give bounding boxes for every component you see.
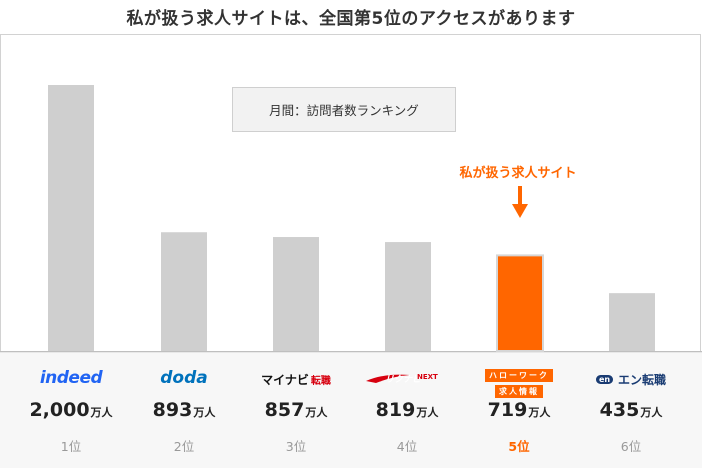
rikunabi-logo: リクナビ NEXT [351,371,463,387]
bar [161,232,207,351]
indeed-logo-text: indeed [39,368,103,388]
legend-box: 月間：訪問者数ランキング [232,87,456,132]
hellowork-logo: ハローワーク 求人情報 [463,366,575,398]
hellowork-logo-top: ハローワーク [485,369,553,382]
bar [609,293,655,351]
callout-label: 私が扱う求人サイト [459,166,577,181]
value-number: 2,000 [29,399,90,421]
rank-label: 3位 [285,439,307,454]
value-label: 719万人 [463,399,575,421]
bar [273,237,319,351]
value-label: 893万人 [128,399,240,421]
bar-highlight [496,254,544,352]
rank-label-highlight: 5位 [508,439,530,454]
rikunabi-logo-text: リクナビ [385,375,422,385]
doda-logo-text: doda [160,368,208,388]
legend-label: 月間：訪問者数ランキング [269,103,419,118]
value-unit: 万人 [528,406,551,419]
hellowork-logo-bottom: 求人情報 [495,385,543,398]
bar [385,242,431,351]
value-number: 893 [152,399,193,421]
mynavi-logo-text: マイナビ [261,373,309,387]
callout-arrow-icon [512,186,528,218]
value-unit: 万人 [416,406,439,419]
en-logo-mark-icon: en [595,375,614,384]
rank-label: 1位 [60,439,82,454]
value-number: 857 [264,399,305,421]
value-number: 719 [487,399,528,421]
rank-label: 4位 [396,439,418,454]
x-axis-baseline [0,351,702,352]
rikunabi-swoosh-icon [366,374,410,383]
rikunabi-logo-suffix: NEXT [417,373,438,381]
rank-label: 2位 [173,439,195,454]
value-number: 435 [599,399,640,421]
plot-area [0,34,701,352]
value-unit: 万人 [640,406,663,419]
value-label: 857万人 [240,399,352,421]
doda-logo: doda [128,368,240,388]
chart-title: 私が扱う求人サイトは、全国第5位のアクセスがあります [126,9,576,29]
bar [48,85,94,351]
en-logo: en エン転職 [575,371,687,388]
value-label: 2,000万人 [15,399,127,421]
value-label: 819万人 [351,399,463,421]
indeed-logo: indeed [15,368,127,388]
label-panel [0,352,702,468]
value-unit: 万人 [193,406,216,419]
mynavi-logo: マイナビ 転職 [240,371,352,388]
mynavi-logo-suffix: 転職 [310,376,331,387]
rank-label: 6位 [620,439,642,454]
value-number: 819 [375,399,416,421]
value-unit: 万人 [90,406,113,419]
value-label: 435万人 [575,399,687,421]
en-logo-text: エン転職 [617,373,666,387]
value-unit: 万人 [305,406,328,419]
